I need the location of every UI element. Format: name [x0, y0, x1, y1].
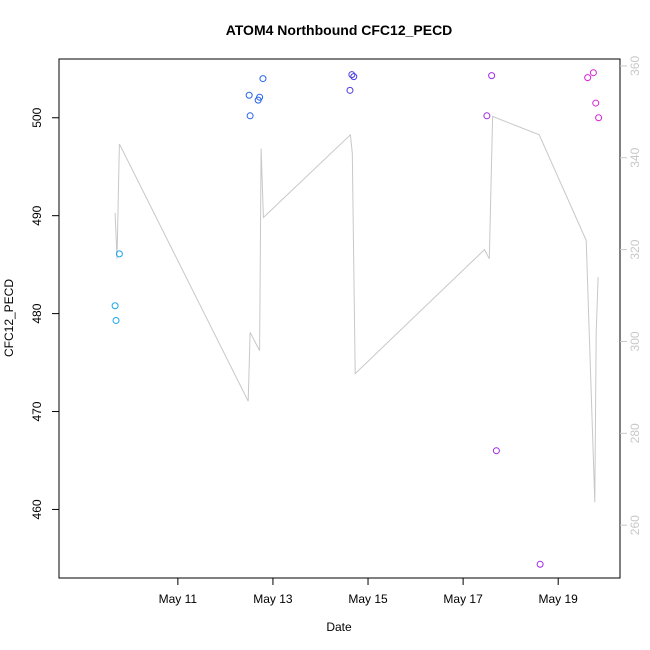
x-tick-label: May 15 [348, 592, 388, 606]
scatter-points [111, 69, 603, 568]
data-point [492, 447, 500, 455]
data-point [589, 69, 597, 77]
y2-tick-label: 260 [628, 515, 642, 535]
x-tick-label: May 13 [253, 592, 293, 606]
y2-tick-label: 360 [628, 56, 642, 76]
y-tick-label: 480 [30, 303, 44, 323]
data-point [595, 114, 603, 122]
secondary-series-line [114, 115, 599, 503]
y-axis-label: CFC12_PECD [2, 279, 16, 357]
data-point [115, 250, 123, 258]
y-tick-label: 490 [30, 205, 44, 225]
y-tick-label: 460 [30, 499, 44, 519]
y-axis-right: 260 280 300 320 340 360 [620, 56, 642, 535]
data-point [483, 112, 491, 120]
data-point [350, 73, 358, 81]
data-point [536, 560, 544, 568]
x-tick-label: May 11 [159, 592, 198, 606]
x-tick-label: May 17 [443, 592, 483, 606]
chart-title: ATOM4 Northbound CFC12_PECD [226, 22, 453, 38]
data-point [592, 99, 600, 107]
data-point [584, 74, 592, 82]
data-point [111, 302, 119, 310]
data-point [348, 71, 356, 79]
x-axis-label: Date [326, 620, 352, 634]
x-tick-label: May 19 [539, 592, 579, 606]
data-point [488, 72, 496, 80]
data-point [112, 316, 120, 324]
data-point [246, 112, 254, 120]
y-tick-label: 500 [30, 107, 44, 127]
data-point [256, 93, 264, 101]
plot-frame [58, 58, 621, 579]
y-axis-left: 460 470 480 490 500 [30, 107, 59, 519]
y2-tick-label: 340 [628, 147, 642, 167]
y2-tick-label: 300 [628, 331, 642, 351]
data-point [346, 86, 354, 94]
y-tick-label: 470 [30, 401, 44, 421]
x-axis: May 11 May 13 May 15 May 17 May 19 [159, 578, 579, 606]
data-point [245, 91, 253, 99]
data-point [259, 75, 267, 83]
y2-tick-label: 320 [628, 239, 642, 259]
y2-tick-label: 280 [628, 423, 642, 443]
secondary-series [114, 115, 599, 503]
